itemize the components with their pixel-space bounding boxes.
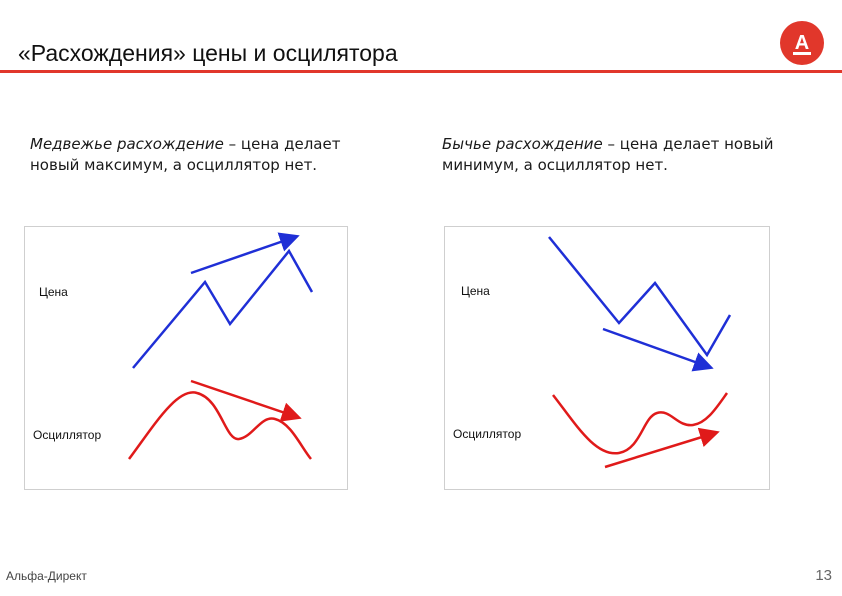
bullish-price-trend-arrow — [602, 327, 714, 372]
bullish-price-line — [548, 236, 732, 358]
bullish-oscillator-label: Осциллятор — [453, 427, 522, 441]
bullish-price-label: Цена — [461, 284, 490, 298]
bullish-oscillator-curve — [552, 392, 729, 455]
logo-letter: А — [795, 32, 809, 54]
bearish-description: Медвежье расхождение – цена делает новый… — [30, 134, 380, 176]
bearish-term: Медвежье расхождение — [30, 135, 224, 153]
page-title: «Расхождения» цены и осцилятора — [18, 40, 398, 66]
bearish-price-trend-arrow — [190, 232, 300, 275]
footer-brand: Альфа-Директ — [6, 569, 87, 583]
title-divider — [0, 70, 842, 73]
bullish-oscillator-trend-arrow — [604, 427, 720, 469]
bullish-description: Бычье расхождение – цена делает новый ми… — [442, 134, 782, 176]
bearish-diagram — [127, 232, 314, 460]
bullish-term: Бычье расхождение — [442, 135, 603, 153]
bearish-oscillator-curve — [127, 391, 312, 460]
bullish-text: – цена делает новый минимум, а осциллято… — [442, 135, 774, 174]
bearish-oscillator-label: Осциллятор — [33, 428, 102, 442]
alfa-logo-icon: А — [780, 21, 824, 65]
bearish-oscillator-trend-arrow — [190, 379, 302, 422]
bullish-diagram — [548, 236, 732, 469]
bearish-price-label: Цена — [39, 285, 68, 299]
bearish-divergence-panel: Цена Осциллятор — [24, 226, 348, 490]
page-number: 13 — [815, 567, 832, 584]
bearish-text: – цена делает новый максимум, а осциллят… — [30, 135, 341, 174]
bearish-price-line — [132, 248, 314, 369]
bullish-divergence-panel: Цена Осциллятор — [444, 226, 770, 490]
